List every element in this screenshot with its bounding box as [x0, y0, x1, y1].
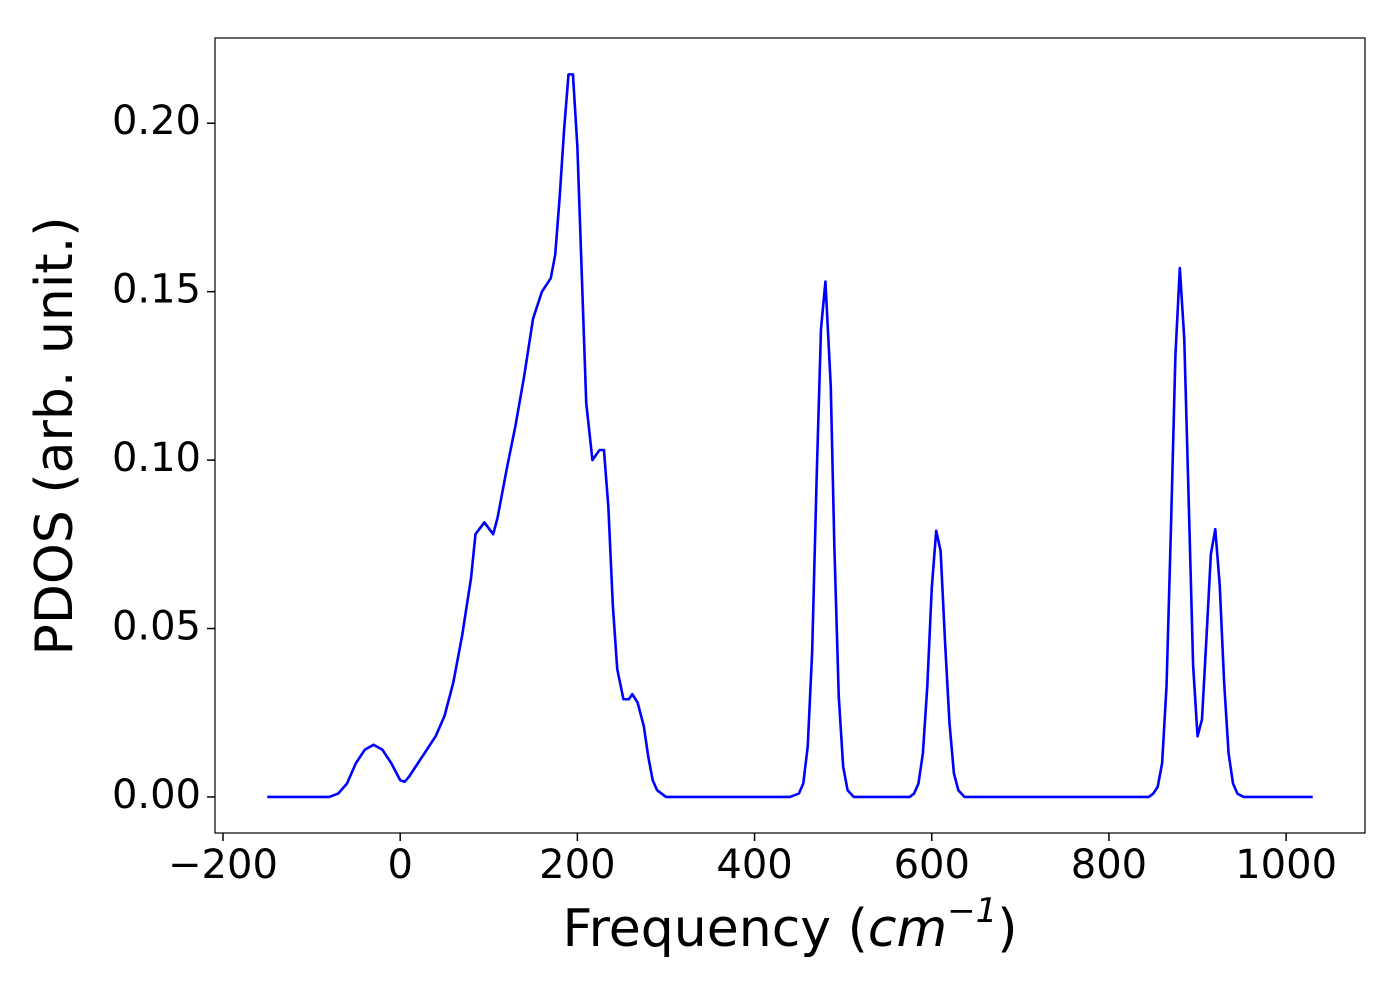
x-tick-label: −200: [168, 842, 278, 888]
line: [267, 73, 1313, 799]
x-tick-label: 200: [539, 842, 615, 888]
y-tick-label: 0.15: [112, 267, 201, 313]
plot-frame: [214, 37, 1366, 834]
x-label-unit: cm: [868, 899, 947, 959]
x-label-exponent: −1: [947, 891, 997, 931]
y-tick-label: 0.10: [112, 435, 201, 481]
x-tick-label: 1000: [1235, 842, 1337, 888]
y-tick-label: 0.00: [112, 772, 201, 818]
y-axis-label: PDOS (arb. unit.): [25, 216, 85, 655]
x-tick-label: 800: [1071, 842, 1147, 888]
x-tick-label: 400: [716, 842, 792, 888]
x-label-text: Frequency (: [562, 899, 867, 959]
x-axis-label: Frequency (cm−1): [562, 891, 1017, 960]
x-tick-label: 600: [894, 842, 970, 888]
y-tick-label: 0.20: [112, 98, 201, 144]
x-tick-label: 0: [387, 842, 412, 888]
x-label-suffix: ): [997, 899, 1017, 959]
y-tick-label: 0.05: [112, 604, 201, 650]
